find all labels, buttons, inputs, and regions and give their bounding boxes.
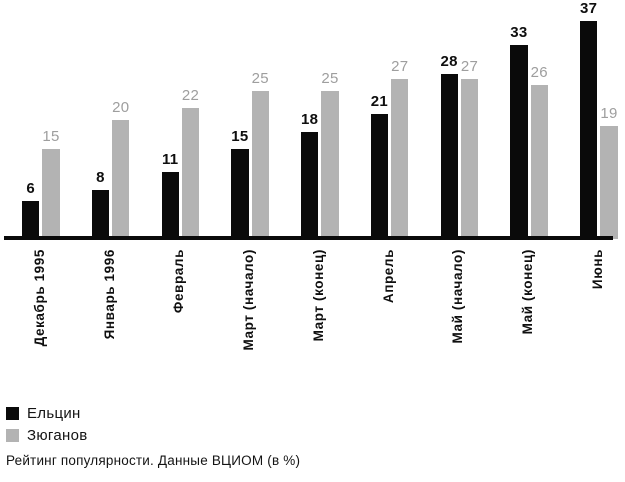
legend-item-yeltsin: Ельцин: [6, 402, 88, 424]
bar-yeltsin: [301, 131, 319, 239]
x-axis-label: Февраль: [171, 249, 187, 314]
bar-value-label: 8: [96, 168, 105, 186]
x-axis-label: Май (конец): [520, 249, 536, 335]
legend-item-zyuganov: Зюганов: [6, 424, 88, 446]
x-axis-label: Декабрь 1995: [31, 249, 47, 347]
bar-zyuganov: [321, 91, 339, 239]
bar-yeltsin: [161, 172, 179, 239]
bar-zyuganov: [251, 91, 269, 239]
bar-value-label: 25: [321, 70, 339, 87]
bar-value-label: 19: [600, 104, 618, 122]
bar-zyuganov: [391, 79, 409, 239]
x-axis-label: Апрель: [380, 249, 396, 304]
bar-value-label: 27: [460, 58, 479, 76]
bar-value-label: 22: [181, 87, 200, 105]
bar-value-label: 15: [231, 128, 249, 145]
bar-value-label: 33: [510, 23, 528, 41]
bar-zyuganov: [181, 108, 200, 239]
bar-value-label: 11: [161, 151, 179, 169]
legend: Ельцин Зюганов: [6, 402, 88, 446]
bar-yeltsin: [370, 114, 389, 239]
x-axis-label: Июнь: [589, 249, 605, 290]
bar-yeltsin: [580, 21, 598, 239]
bar-yeltsin: [91, 189, 110, 239]
bar-value-label: 28: [440, 52, 458, 70]
bar-zyuganov: [530, 85, 548, 239]
bar-value-label: 18: [301, 110, 319, 128]
x-axis-label: Март (начало): [241, 249, 257, 351]
legend-label-zyuganov: Зюганов: [27, 426, 88, 444]
bar-zyuganov: [460, 79, 479, 239]
x-axis-label: Май (начало): [450, 249, 466, 344]
bar-zyuganov: [112, 120, 130, 239]
bar-value-label: 37: [580, 0, 598, 18]
bar-value-label: 15: [42, 128, 60, 145]
bar-yeltsin: [440, 73, 458, 239]
bar-value-label: 6: [26, 180, 36, 198]
x-axis-label: Март (конец): [310, 249, 326, 342]
legend-label-yeltsin: Ельцин: [27, 404, 81, 422]
bar-value-label: 27: [391, 58, 409, 76]
bar-value-label: 25: [251, 70, 269, 87]
bar-zyuganov: [42, 149, 60, 239]
bar-yeltsin: [510, 44, 528, 239]
bar-zyuganov: [600, 125, 618, 239]
bar-value-label: 20: [112, 99, 130, 116]
bar-value-label: 26: [530, 64, 548, 82]
bar-yeltsin: [231, 149, 249, 239]
bar-yeltsin: [22, 201, 40, 239]
zyuganov-color-swatch: [6, 428, 19, 442]
x-axis-line: [4, 236, 613, 240]
yeltsin-color-swatch: [6, 406, 19, 420]
x-axis-label: Январь 1996: [101, 249, 117, 340]
chart-caption: Рейтинг популярности. Данные ВЦИОМ (в %): [6, 453, 301, 468]
bar-value-label: 21: [370, 93, 389, 111]
